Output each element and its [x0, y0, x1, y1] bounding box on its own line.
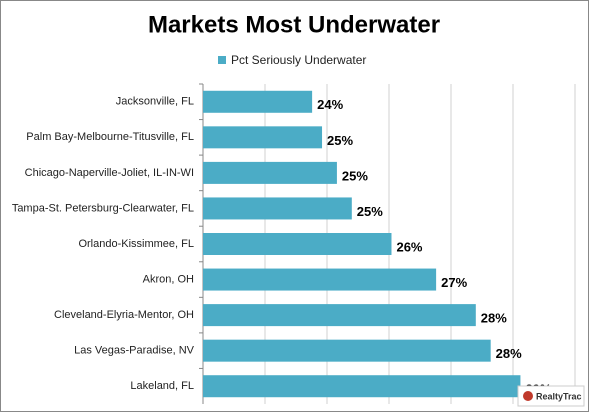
watermark-icon — [523, 391, 533, 401]
watermark-box — [517, 385, 585, 407]
y-tick-label: Akron, OH — [143, 273, 194, 285]
data-label: 25% — [327, 133, 353, 148]
y-tick-label: Cleveland-Elyria-Mentor, OH — [54, 309, 194, 321]
data-label: 24% — [317, 97, 343, 112]
data-label: 28% — [496, 346, 522, 361]
bar — [203, 161, 337, 184]
y-tick-label: Jacksonville, FL — [116, 96, 194, 108]
legend-swatch — [218, 56, 226, 64]
watermark: RealtyTrac — [536, 391, 582, 401]
data-label: 28% — [481, 311, 507, 326]
data-label: 26% — [396, 239, 422, 254]
y-tick-label: Chicago-Naperville-Joliet, IL-IN-WI — [25, 167, 194, 179]
bar — [203, 339, 491, 362]
y-tick-label: Tampa-St. Petersburg-Clearwater, FL — [12, 202, 194, 214]
y-tick-label: Lakeland, FL — [130, 380, 194, 392]
y-tick-label: Las Vegas-Paradise, NV — [74, 345, 195, 357]
y-tick-label: Orlando-Kissimmee, FL — [78, 238, 194, 250]
bar — [203, 126, 323, 149]
data-label: 27% — [441, 275, 467, 290]
chart-title: Markets Most Underwater — [148, 11, 440, 38]
legend-label: Pct Seriously Underwater — [231, 53, 366, 67]
bar — [203, 197, 352, 220]
bar — [203, 268, 437, 291]
bar — [203, 233, 392, 255]
data-label: 25% — [342, 168, 368, 183]
y-tick-label: Palm Bay-Melbourne-Titusville, FL — [26, 131, 194, 143]
bar — [203, 304, 476, 327]
bar — [203, 90, 313, 113]
data-label: 25% — [357, 204, 383, 219]
bar — [203, 375, 521, 398]
